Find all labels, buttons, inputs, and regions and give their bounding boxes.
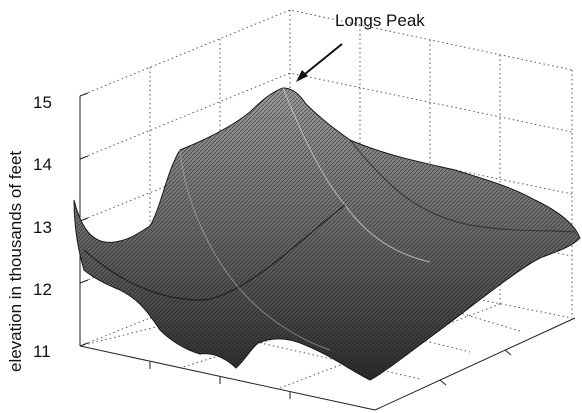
z-tick-label-13: 13 (33, 218, 52, 237)
floor-axes (79, 317, 576, 411)
terrain-surface (73, 87, 581, 381)
valley-line (83, 204, 346, 301)
longs-peak-annotation: Longs Peak (296, 11, 425, 82)
z-axis-label: elevation in thousands of feet (6, 151, 25, 372)
z-tick-label-11: 11 (33, 342, 51, 361)
annotation-label: Longs Peak (335, 11, 425, 30)
z-axis: 15 14 13 12 11 elevation in thousands of… (6, 92, 89, 372)
ridge-line-3 (349, 139, 576, 233)
z-tick-label-14: 14 (33, 155, 52, 174)
ridge-line-2 (179, 149, 331, 351)
annotation-arrowhead (296, 70, 308, 82)
z-tick-label-12: 12 (33, 280, 52, 299)
z-tick-label-15: 15 (33, 93, 52, 112)
